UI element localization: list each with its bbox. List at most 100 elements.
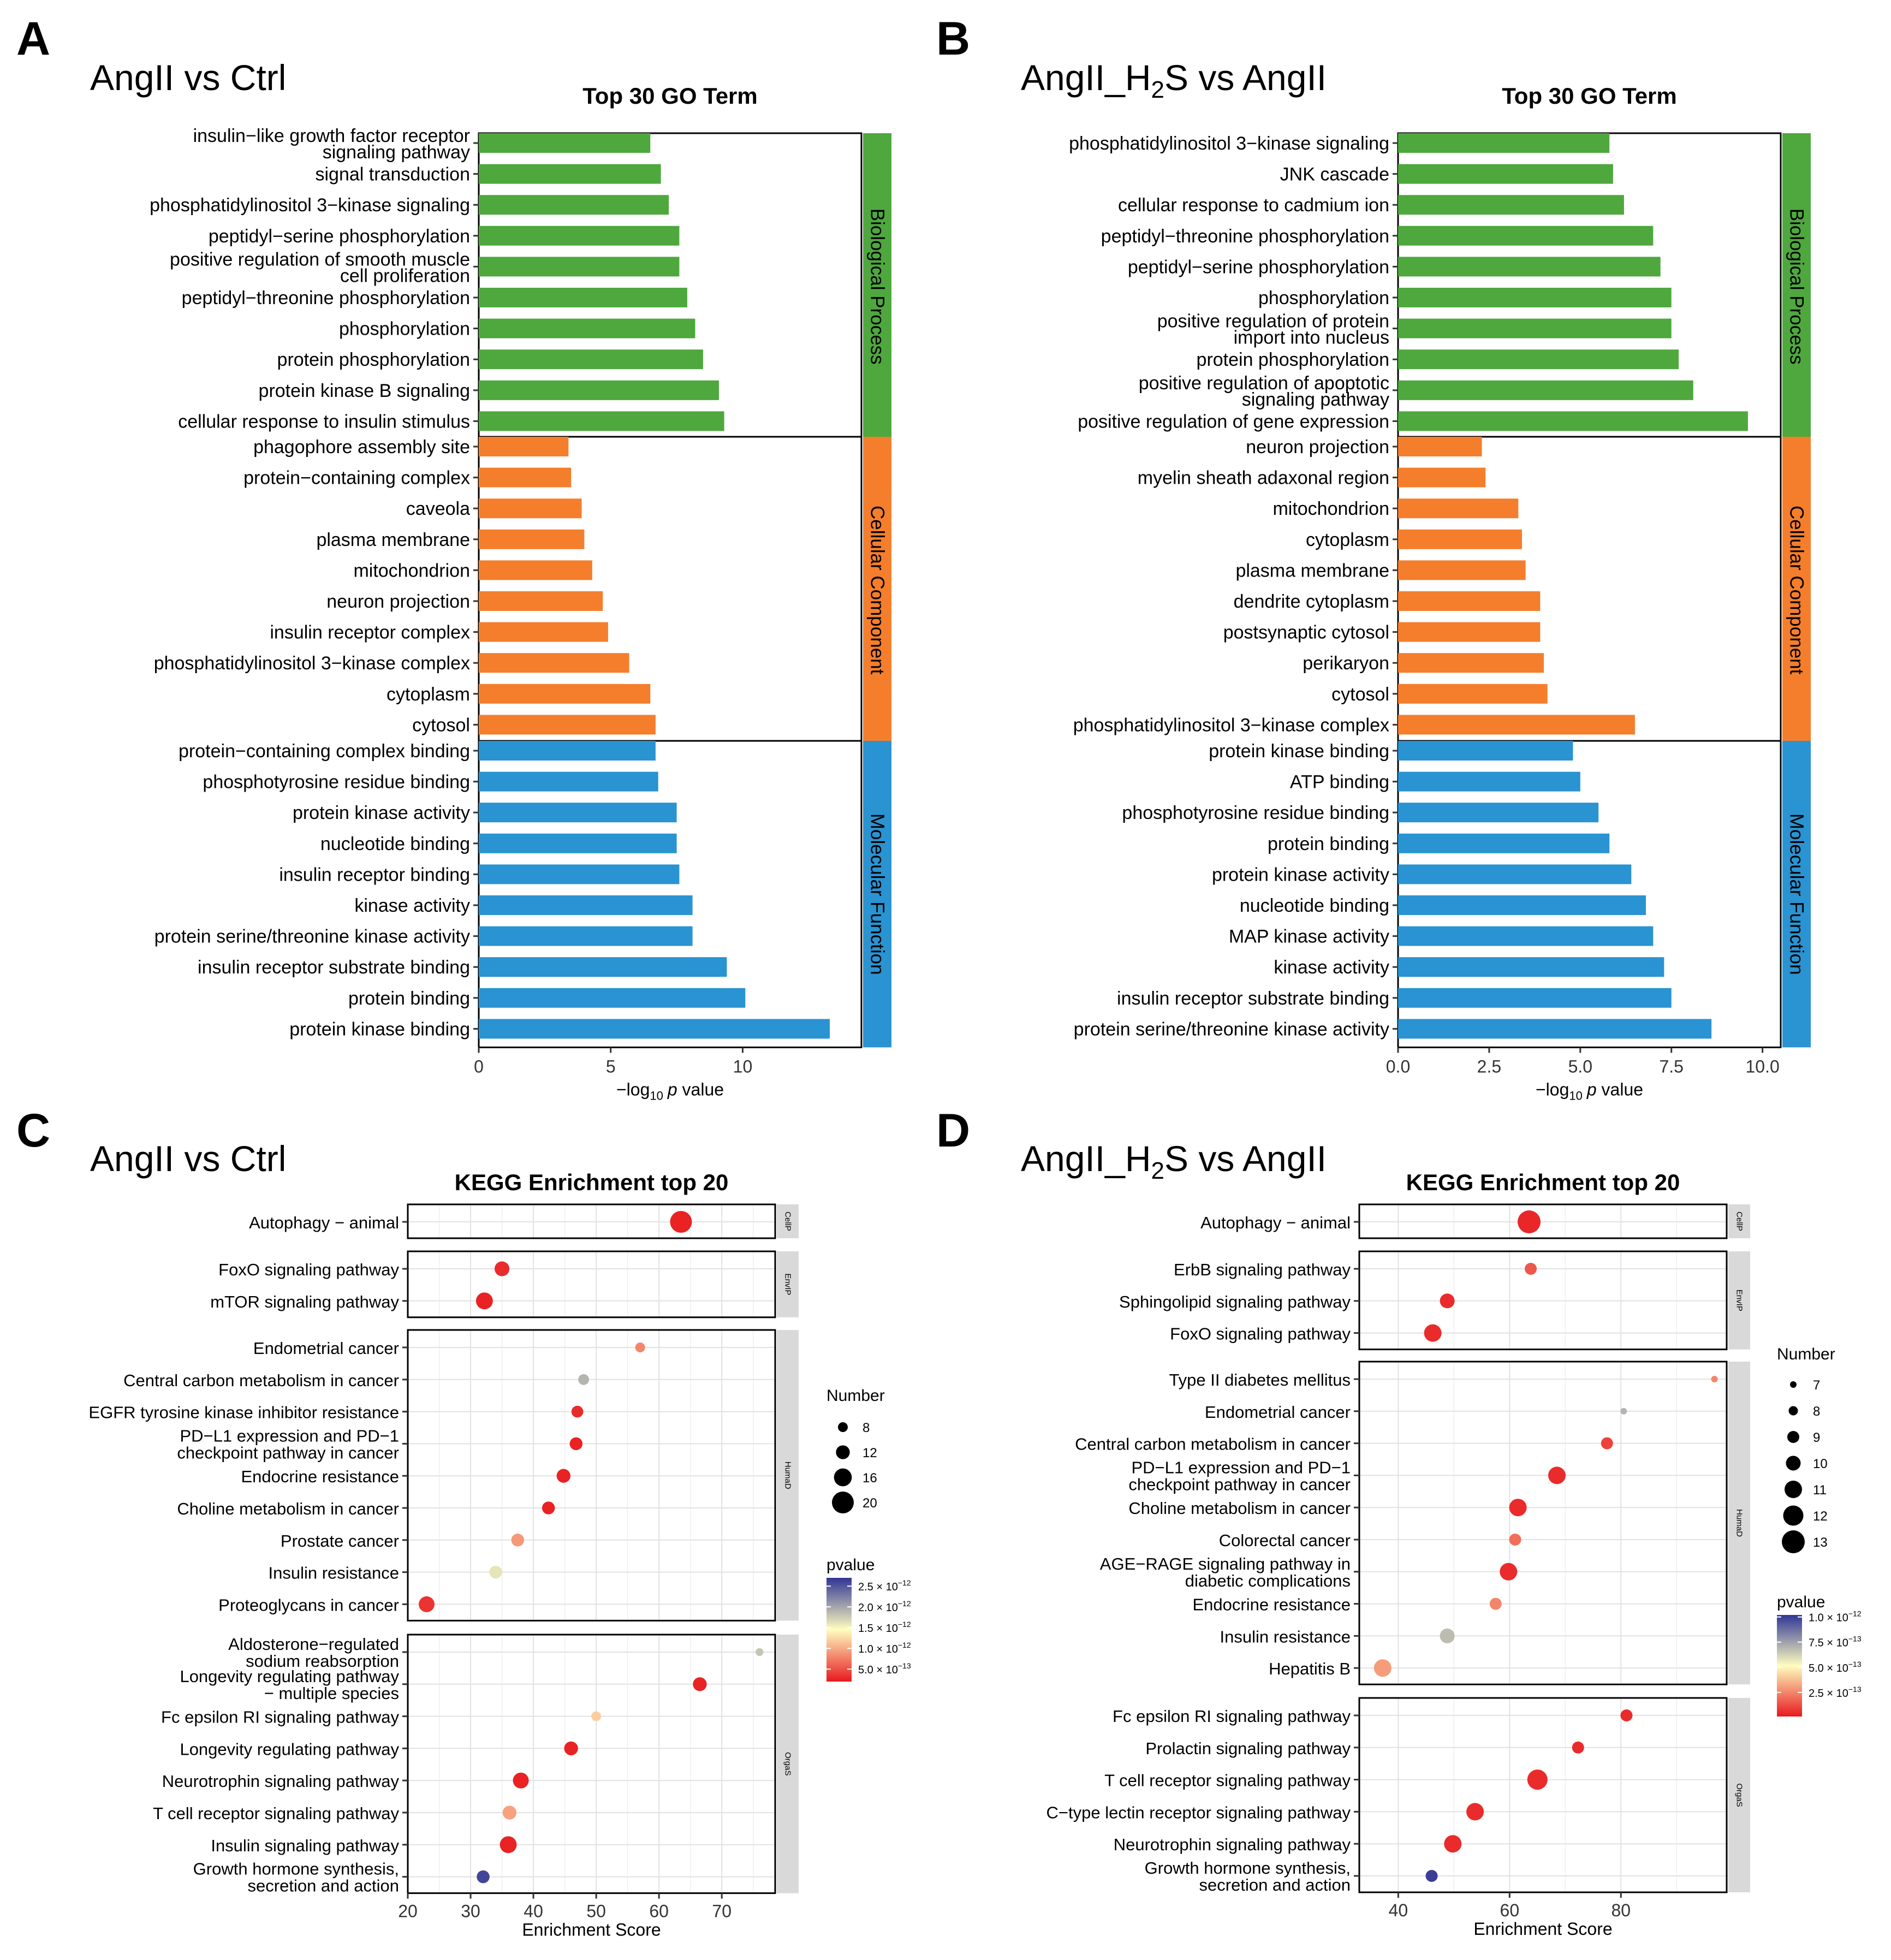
facet-strip-label: OrgaS — [1735, 1783, 1744, 1807]
row-label: Hepatitis B — [1269, 1659, 1351, 1678]
data-point — [1711, 1376, 1718, 1382]
row-label: Endocrine resistance — [1193, 1595, 1351, 1614]
bar-label: peptidyl−serine phosphorylation — [209, 226, 470, 247]
facet-strip — [1782, 437, 1811, 744]
bar-label: peptidyl−serine phosphorylation — [1128, 257, 1389, 277]
color-legend-bar — [826, 1578, 852, 1682]
bar — [479, 803, 677, 823]
bar — [479, 467, 572, 488]
color-legend-mantissa: 5.0 — [1809, 1662, 1824, 1674]
row-label: Proteoglycans in cancer — [218, 1595, 399, 1614]
row-label: FoxO signaling pathway — [218, 1260, 399, 1279]
color-legend-title: pvalue — [826, 1556, 875, 1574]
bar — [1398, 529, 1522, 549]
bar-label: protein kinase activity — [1212, 864, 1389, 885]
size-legend-label: 9 — [1813, 1430, 1820, 1445]
panel-title-d-post: S vs AngII — [1164, 1138, 1327, 1179]
facet-strip — [777, 1635, 799, 1893]
bar-label: phosphorylation — [1258, 288, 1389, 308]
bar-label: kinase activity — [1274, 957, 1389, 978]
data-point — [1509, 1499, 1527, 1517]
bar — [479, 1019, 830, 1039]
facet-strip-label: CellP — [783, 1211, 793, 1231]
size-legend-dot — [1786, 1456, 1801, 1471]
facet-strip-label: CellP — [1735, 1211, 1744, 1231]
row-label: sodium reabsorption — [246, 1652, 399, 1671]
x-tick-label: 70 — [712, 1902, 732, 1921]
bar-label: insulin receptor substrate binding — [198, 957, 470, 978]
row-label: checkpoint pathway in cancer — [1128, 1475, 1351, 1494]
bar — [1398, 622, 1541, 642]
color-legend-bar — [1777, 1615, 1802, 1717]
data-point — [1525, 1263, 1537, 1275]
panel-frame — [407, 1634, 776, 1894]
panel-title-b: AngII_H2S vs AngII — [1021, 57, 1327, 103]
color-legend-exponent: −13 — [1848, 1660, 1862, 1668]
bar-label: MAP kinase activity — [1229, 926, 1389, 947]
row-label: PD−L1 expression and PD−1 — [180, 1426, 399, 1445]
bar-label: signal transduction — [315, 164, 470, 185]
panel-title-a: AngII vs Ctrl — [90, 57, 286, 98]
row-label: T cell receptor signaling pathway — [153, 1804, 399, 1823]
row-label: Autophagy − animal — [249, 1213, 399, 1232]
size-legend-dot — [836, 1445, 850, 1459]
data-point — [1424, 1324, 1442, 1342]
color-legend-label: 2.0 × 10−12 — [858, 1599, 911, 1614]
x-axis-title-post: value — [677, 1079, 724, 1099]
panel-letter-b: B — [936, 13, 970, 65]
color-legend-exponent: −12 — [898, 1599, 911, 1608]
facet-strip — [1782, 133, 1811, 440]
facet-strip — [1728, 1251, 1750, 1350]
data-point — [1500, 1563, 1518, 1581]
data-point — [542, 1501, 555, 1514]
size-legend-label: 16 — [863, 1471, 877, 1486]
bar-label: phosphorylation — [339, 319, 470, 340]
x-tick-label: 5 — [606, 1056, 616, 1076]
facet-strip — [1728, 1698, 1750, 1892]
bar — [1398, 349, 1679, 370]
bar-label: postsynaptic cytosol — [1223, 622, 1389, 643]
panel-frame — [1358, 1697, 1728, 1893]
row-label: Insulin resistance — [1220, 1627, 1351, 1646]
row-label: Aldosterone−regulated — [228, 1635, 399, 1654]
data-point — [1440, 1293, 1455, 1309]
x-tick-label: 50 — [586, 1902, 606, 1921]
bar — [479, 257, 680, 277]
data-point — [1440, 1628, 1455, 1643]
bar — [1398, 771, 1580, 792]
bar-label: protein serine/threonine kinase activity — [154, 926, 470, 947]
panel-letter-a: A — [16, 13, 50, 65]
bar — [479, 741, 656, 761]
data-point — [1620, 1709, 1633, 1721]
size-legend-label: 8 — [1813, 1404, 1820, 1419]
bar-label: dendrite cytoplasm — [1234, 591, 1389, 612]
row-label: PD−L1 expression and PD−1 — [1131, 1458, 1351, 1477]
bar — [479, 411, 724, 431]
bar-label: phosphotyrosine residue binding — [1122, 803, 1389, 823]
facet-strip — [1728, 1362, 1750, 1685]
bar-label: phosphatidylinositol 3−kinase signaling — [1069, 133, 1389, 154]
bar — [479, 225, 680, 246]
data-point — [564, 1741, 578, 1756]
row-label: secretion and action — [248, 1876, 399, 1896]
size-legend-dot — [1790, 1381, 1797, 1388]
x-axis-title-post: value — [1597, 1079, 1643, 1099]
bar — [1398, 741, 1573, 761]
size-legend-dot — [1782, 1530, 1805, 1553]
bar-label: positive regulation of protein — [1157, 311, 1389, 332]
bar — [1398, 411, 1748, 431]
facet-strip — [863, 437, 891, 744]
bar-label: protein−containing complex — [243, 468, 470, 489]
bar-label: phosphatidylinositol 3−kinase complex — [1073, 715, 1389, 735]
x-axis-title: Enrichment Score — [1473, 1919, 1612, 1939]
color-legend-times: × 10 — [873, 1581, 898, 1593]
row-label: Colorectal cancer — [1219, 1531, 1351, 1550]
chart-title: Top 30 GO Term — [582, 83, 758, 109]
row-label: Fc epsilon RI signaling pathway — [1113, 1707, 1351, 1726]
data-point — [511, 1534, 525, 1547]
data-point — [670, 1211, 692, 1233]
x-axis-title-italic: p — [1586, 1079, 1597, 1099]
row-label: Insulin resistance — [268, 1564, 399, 1583]
bar-label: cellular response to cadmium ion — [1118, 195, 1389, 216]
color-legend-label: 5.0 × 10−13 — [1809, 1660, 1862, 1674]
